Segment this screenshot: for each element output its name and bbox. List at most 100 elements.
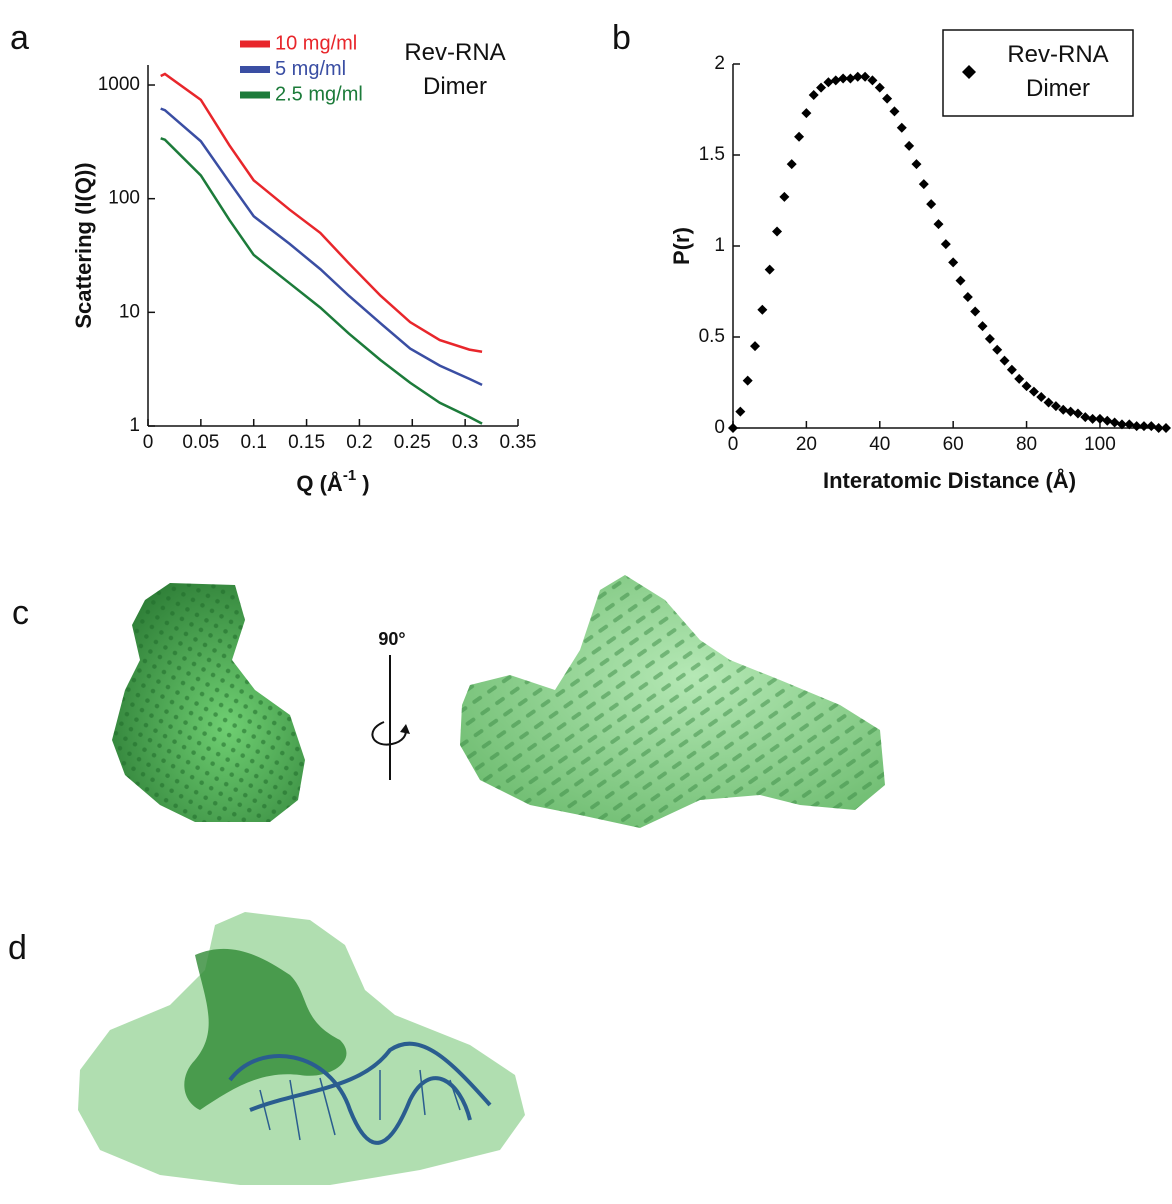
point (926, 199, 937, 210)
point (1058, 404, 1069, 415)
point (1050, 401, 1061, 412)
point (911, 159, 922, 170)
point (940, 239, 951, 250)
point (772, 226, 783, 237)
point (904, 140, 915, 151)
y-tick-label: 1 (129, 415, 140, 436)
panel-label: b (612, 19, 631, 57)
point (1102, 415, 1113, 426)
point (735, 406, 746, 417)
panel-label: c (12, 594, 29, 632)
point (1021, 381, 1032, 392)
envelope-model (78, 912, 525, 1185)
panel-label: a (10, 19, 29, 57)
y-tick-label: 0 (714, 417, 725, 438)
x-tick-label: 80 (1016, 434, 1037, 455)
point (1036, 392, 1047, 403)
point (816, 82, 827, 93)
x-tick-label: 0 (728, 434, 739, 455)
envelope-side (460, 575, 885, 828)
x-tick-label: 0.15 (288, 432, 325, 453)
point (1153, 423, 1164, 433)
legend-label: 10 mg/ml (275, 32, 357, 54)
x-tick-label: 0.25 (394, 432, 431, 453)
x-axis-label-text: Q (Å (296, 470, 343, 496)
point (728, 423, 738, 433)
x-axis-label: Interatomic Distance (Å) (823, 467, 1076, 493)
point (867, 75, 878, 86)
x-tick-label: 0.35 (500, 432, 537, 453)
x-tick-label: 60 (943, 434, 964, 455)
legend-label: 5 mg/ml (275, 58, 346, 80)
point (933, 219, 944, 230)
panel-label: d (8, 929, 27, 967)
y-tick-label: 1 (714, 235, 725, 256)
x-tick-label: 0.1 (241, 432, 267, 453)
point (845, 73, 856, 84)
point (1028, 386, 1039, 397)
point (977, 321, 988, 332)
legend-marker (962, 65, 976, 79)
y-tick-label: 10 (119, 301, 140, 322)
point (889, 106, 900, 117)
line (160, 72, 483, 353)
point (1161, 423, 1171, 433)
y-tick-label: 0.5 (699, 326, 725, 347)
point (860, 71, 871, 82)
line (160, 137, 483, 425)
point (852, 71, 863, 82)
point (838, 73, 849, 84)
point (1080, 412, 1091, 423)
y-tick-label: 100 (108, 188, 140, 209)
point (874, 82, 885, 93)
point (918, 179, 929, 190)
y-axis-label: Scattering (I(Q)) (71, 162, 96, 328)
point (1116, 419, 1127, 430)
point (970, 306, 981, 317)
point (984, 333, 995, 344)
point (750, 341, 761, 352)
point (1043, 397, 1054, 408)
x-axis-label-text: Interatomic Distance (Å) (823, 467, 1076, 493)
legend-label: Rev-RNA Dimer (1007, 41, 1109, 102)
point (882, 93, 893, 104)
y-tick-label: 1000 (98, 74, 140, 95)
point (1072, 408, 1083, 419)
point (801, 108, 812, 119)
point (830, 75, 841, 86)
point (808, 89, 819, 100)
annotation: Rev-RNA Dimer (404, 39, 506, 100)
point (896, 122, 907, 133)
point (962, 291, 973, 302)
line (160, 107, 483, 387)
x-tick-label: 100 (1084, 434, 1116, 455)
x-axis-label-suffix: ) (356, 471, 369, 496)
point (1087, 413, 1098, 424)
y-tick-label: 1.5 (699, 144, 725, 165)
x-tick-label: 0.3 (452, 432, 478, 453)
x-tick-label: 0 (143, 432, 154, 453)
point (764, 264, 775, 275)
point (999, 355, 1010, 366)
point (1138, 421, 1149, 432)
point (1109, 417, 1120, 428)
x-tick-label: 0.2 (346, 432, 372, 453)
point (786, 159, 797, 170)
point (1006, 364, 1017, 375)
point (948, 257, 959, 268)
point (794, 131, 805, 142)
point (1014, 373, 1025, 384)
rotation-axis (371, 655, 410, 780)
point (1146, 421, 1157, 432)
point (1124, 419, 1135, 430)
x-axis-label-superscript: -1 (343, 467, 356, 484)
point (757, 304, 768, 315)
point (742, 375, 753, 386)
x-tick-label: 20 (796, 434, 817, 455)
point (1065, 406, 1076, 417)
legend-label: 2.5 mg/ml (275, 83, 363, 105)
point (992, 344, 1003, 355)
x-tick-label: 0.05 (182, 432, 219, 453)
